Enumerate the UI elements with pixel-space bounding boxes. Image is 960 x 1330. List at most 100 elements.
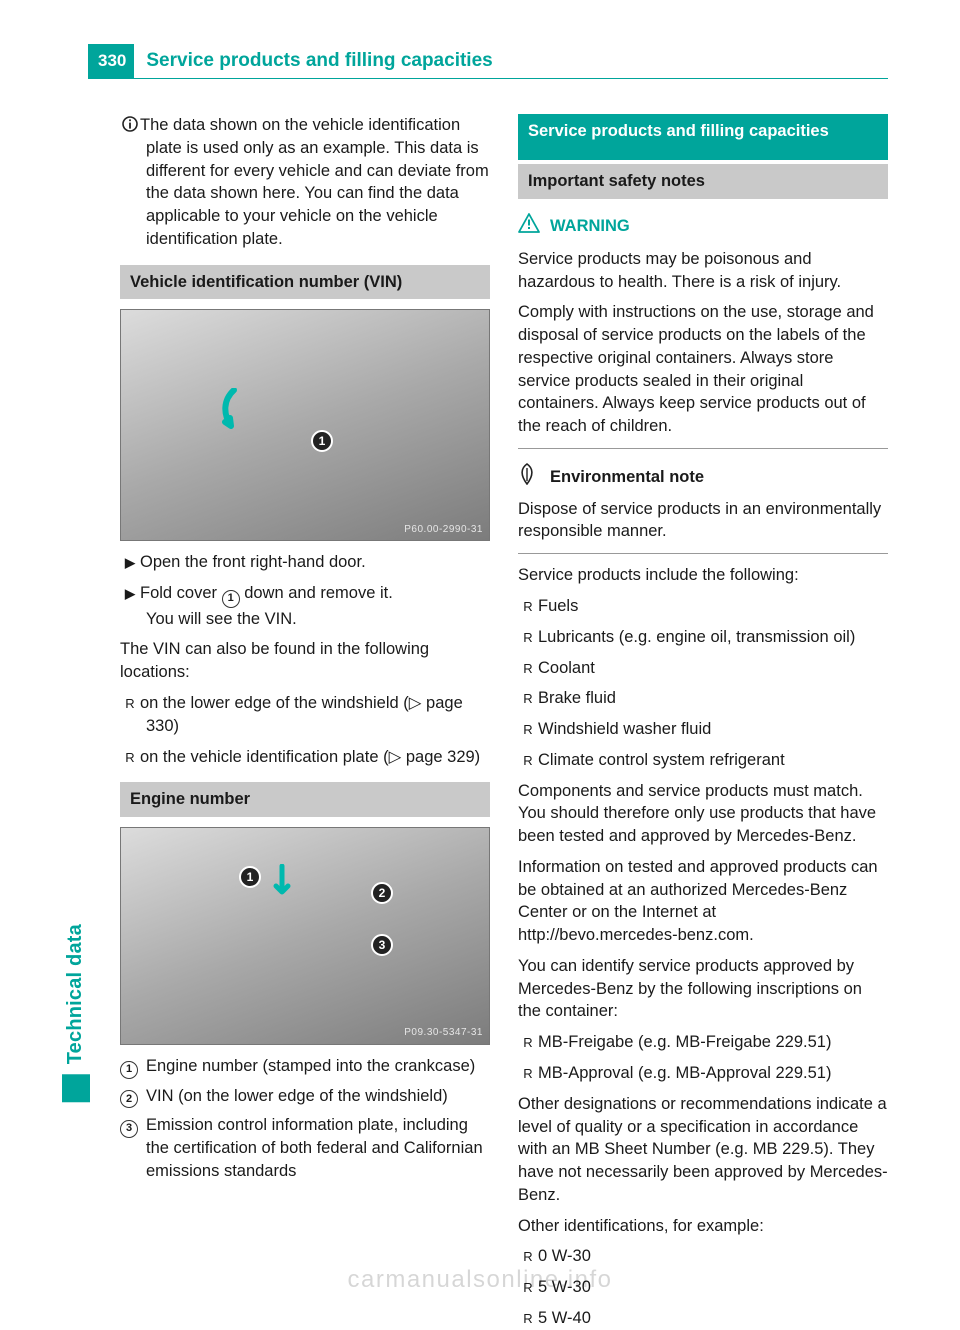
info-url: http://bevo.mercedes-benz.com.	[518, 926, 754, 944]
sp-item-text: Lubricants (e.g. engine oil, transmissio…	[538, 628, 855, 646]
legend-text-3: Emission control information plate, incl…	[146, 1114, 490, 1182]
warning-icon	[518, 213, 540, 240]
step-icon: ▶	[120, 585, 140, 603]
divider	[518, 448, 888, 449]
mb-item-text: MB-Freigabe (e.g. MB-Freigabe 229.51)	[538, 1033, 831, 1051]
oil-item-2: R5 W-40	[518, 1307, 888, 1330]
vin-step-1-text: Open the front right-hand door.	[140, 553, 366, 571]
vin-image: 1 P60.00-2990-31	[120, 309, 490, 541]
sp-intro: Service products include the following:	[518, 564, 888, 587]
bullet-icon: R	[518, 690, 538, 708]
sp-item-text: Brake fluid	[538, 689, 616, 707]
engine-callout-3: 3	[371, 934, 393, 956]
content-columns: The data shown on the vehicle identifica…	[120, 114, 888, 1274]
identify-paragraph: You can identify service products approv…	[518, 955, 888, 1023]
legend-num-2: 2	[120, 1085, 146, 1109]
bullet-icon: R	[120, 695, 140, 713]
page-header: 330 Service products and filling capacit…	[88, 44, 888, 78]
oil-item-text: 5 W-40	[538, 1309, 591, 1327]
bullet-icon: R	[518, 1310, 538, 1328]
engine-callout-1: 1	[239, 866, 261, 888]
callout-ref-1: 1	[222, 590, 240, 608]
mb-item-0: RMB-Freigabe (e.g. MB-Freigabe 229.51)	[518, 1031, 888, 1054]
oil-item-1: R5 W-30	[518, 1276, 888, 1299]
vin-step-2-text-b: down and remove it.	[240, 584, 393, 602]
legend-num-3: 3	[120, 1114, 146, 1182]
sp-item-text: Windshield washer fluid	[538, 720, 711, 738]
env-label: Environmental note	[550, 466, 704, 489]
bullet-icon: R	[120, 749, 140, 767]
engine-callout-2: 2	[371, 882, 393, 904]
warning-label: WARNING	[550, 215, 630, 238]
vin-locations-intro: The VIN can also be found in the followi…	[120, 638, 490, 684]
sp-item-0: RFuels	[518, 595, 888, 618]
environment-icon	[518, 463, 536, 492]
mb-item-text: MB-Approval (e.g. MB-Approval 229.51)	[538, 1064, 831, 1082]
vin-bullet-2-a: on the vehicle identification plate (	[140, 748, 389, 766]
sp-item-3: RBrake fluid	[518, 687, 888, 710]
sp-item-text: Climate control system refrigerant	[538, 751, 785, 769]
bullet-icon: R	[518, 721, 538, 739]
legend-row-2: 2 VIN (on the lower edge of the windshie…	[120, 1085, 490, 1109]
bullet-icon: R	[518, 1279, 538, 1297]
legend-row-3: 3 Emission control information plate, in…	[120, 1114, 490, 1182]
vin-step-1: ▶Open the front right-hand door.	[120, 551, 490, 574]
vin-image-code: P60.00-2990-31	[404, 523, 483, 537]
bullet-icon: R	[518, 1248, 538, 1266]
sp-item-1: RLubricants (e.g. engine oil, transmissi…	[518, 626, 888, 649]
warning-p1: Service products may be poisonous and ha…	[518, 248, 888, 294]
mb-item-1: RMB-Approval (e.g. MB-Approval 229.51)	[518, 1062, 888, 1085]
sp-item-5: RClimate control system refrigerant	[518, 749, 888, 772]
page-ref-icon: ▷	[389, 748, 402, 766]
vin-bullet-1-a: on the lower edge of the windshield (	[140, 694, 409, 712]
info-paragraph-a: Information on tested and approved produ…	[518, 858, 878, 922]
env-header: Environmental note	[518, 463, 888, 492]
legend-text-1: Engine number (stamped into the crankcas…	[146, 1055, 490, 1079]
oil-item-text: 5 W-30	[538, 1278, 591, 1296]
engine-image-code: P09.30-5347-31	[404, 1026, 483, 1040]
legend-text-2: VIN (on the lower edge of the windshield…	[146, 1085, 490, 1109]
vin-step-2: ▶Fold cover 1 down and remove it. You wi…	[120, 582, 490, 630]
bullet-icon: R	[518, 598, 538, 616]
bullet-icon: R	[518, 629, 538, 647]
right-column: Service products and filling capacities …	[518, 114, 888, 1274]
side-tab: Technical data	[62, 924, 90, 1102]
engine-heading: Engine number	[120, 782, 490, 817]
sp-item-text: Fuels	[538, 597, 578, 615]
legend-row-1: 1 Engine number (stamped into the crankc…	[120, 1055, 490, 1079]
step-icon: ▶	[120, 554, 140, 572]
vin-heading: Vehicle identification number (VIN)	[120, 265, 490, 300]
subsection-title: Important safety notes	[518, 164, 888, 199]
vin-bullet-1: Ron the lower edge of the windshield (▷ …	[120, 692, 490, 738]
info-note: The data shown on the vehicle identifica…	[120, 114, 490, 251]
vin-bullet-2: Ron the vehicle identification plate (▷ …	[120, 746, 490, 769]
header-rule	[88, 78, 888, 79]
bullet-icon: R	[518, 660, 538, 678]
vin-arrow-icon	[217, 388, 251, 432]
other-paragraph: Other designations or recommendations in…	[518, 1093, 888, 1207]
bullet-icon: R	[518, 1065, 538, 1083]
side-tab-label: Technical data	[62, 924, 90, 1074]
divider	[518, 553, 888, 554]
other-ids-intro: Other identifications, for example:	[518, 1215, 888, 1238]
info-note-text: The data shown on the vehicle identifica…	[140, 116, 489, 248]
match-paragraph: Components and service products must mat…	[518, 780, 888, 848]
sp-item-4: RWindshield washer fluid	[518, 718, 888, 741]
sp-item-text: Coolant	[538, 659, 595, 677]
info-paragraph: Information on tested and approved produ…	[518, 856, 888, 947]
section-title: Service products and filling capacities	[518, 114, 888, 160]
sp-item-2: RCoolant	[518, 657, 888, 680]
oil-item-0: R0 W-30	[518, 1245, 888, 1268]
oil-item-text: 0 W-30	[538, 1247, 591, 1265]
engine-image: 1 2 3 P09.30-5347-31	[120, 827, 490, 1045]
page-ref-icon: ▷	[409, 694, 422, 712]
bullet-icon: R	[518, 752, 538, 770]
vin-step-2-text-c: You will see the VIN.	[146, 610, 297, 628]
side-tab-square	[62, 1074, 90, 1102]
vin-callout-1: 1	[311, 430, 333, 452]
legend-num-1: 1	[120, 1055, 146, 1079]
vin-step-2-text-a: Fold cover	[140, 584, 222, 602]
bullet-icon: R	[518, 1034, 538, 1052]
left-column: The data shown on the vehicle identifica…	[120, 114, 490, 1274]
engine-arrow-icon	[271, 864, 305, 908]
